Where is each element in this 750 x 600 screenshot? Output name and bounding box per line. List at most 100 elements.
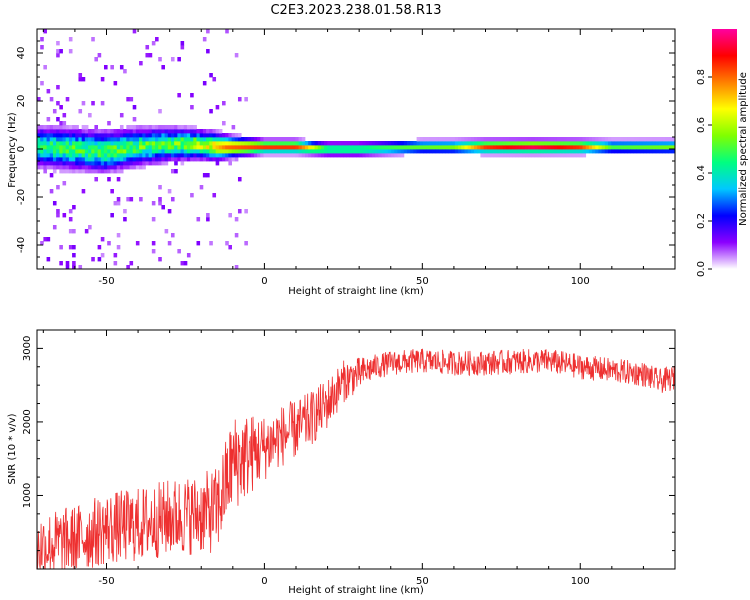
heatmap-cell: [103, 137, 108, 142]
heatmap-cell: [107, 169, 111, 174]
heatmap-cell: [52, 153, 57, 158]
heatmap-cell: [569, 141, 574, 146]
heatmap-cell: [145, 129, 150, 134]
heatmap-cell: [113, 161, 118, 166]
heatmap-cell: [91, 129, 95, 134]
heatmap-cell: [116, 165, 121, 170]
heatmap-cell: [167, 145, 172, 150]
heatmap-cell: [62, 165, 67, 170]
heatmap-cell: [407, 141, 411, 146]
heatmap-cell: [234, 141, 239, 146]
heatmap-cell: [72, 125, 76, 130]
heatmap-cell: [595, 141, 599, 146]
heatmap-cell: [158, 197, 162, 202]
heatmap-cell: [384, 141, 389, 146]
heatmap-cell: [623, 141, 628, 146]
heatmap-cell: [333, 141, 338, 146]
heatmap-cell: [512, 141, 516, 146]
heatmap-cell: [174, 145, 178, 150]
heatmap-cell: [202, 153, 207, 158]
heatmap-cell: [314, 149, 319, 154]
heatmap-cell: [474, 137, 478, 142]
heatmap-cell: [190, 125, 194, 130]
heatmap-cell: [480, 141, 484, 146]
heatmap-cell: [384, 149, 389, 154]
heatmap-cell: [158, 133, 162, 138]
heatmap-cell: [196, 153, 201, 158]
heatmap-cell: [486, 141, 491, 146]
heatmap-cell: [627, 137, 631, 142]
heatmap-cell: [129, 137, 134, 142]
heatmap-cell: [279, 137, 284, 142]
heatmap-cell: [212, 141, 217, 146]
heatmap-cell: [202, 81, 207, 86]
heatmap-cell: [107, 133, 111, 138]
heatmap-cell: [665, 141, 670, 146]
heatmap-cell: [273, 145, 277, 150]
heatmap-cell: [56, 85, 60, 90]
heatmap-cell: [480, 149, 484, 154]
heatmap-cell: [56, 141, 60, 146]
heatmap-cell: [167, 241, 172, 246]
heatmap-cell: [88, 145, 92, 150]
heatmap-cell: [59, 145, 63, 150]
heatmap-cell: [304, 149, 309, 154]
heatmap-cell: [518, 145, 523, 150]
heatmap-cell: [311, 145, 315, 150]
heatmap-cell: [148, 133, 153, 138]
heatmap-cell: [244, 145, 248, 150]
colorbar-tick-label: 0.4: [696, 165, 707, 181]
heatmap-cell: [186, 153, 191, 158]
heatmap-cell: [164, 129, 169, 134]
heatmap-cell: [151, 241, 156, 246]
heatmap-cell: [234, 265, 239, 270]
heatmap-cell: [614, 149, 618, 154]
heatmap-cell: [218, 141, 223, 146]
heatmap-cell: [636, 149, 641, 154]
heatmap-cell: [652, 141, 657, 146]
heatmap-cell: [566, 141, 571, 146]
heatmap-cell: [161, 161, 165, 166]
heatmap-cell: [100, 133, 105, 138]
heatmap-cell: [40, 125, 44, 130]
heatmap-cell: [477, 141, 481, 146]
heatmap-cell: [135, 161, 140, 166]
heatmap-cell: [371, 141, 376, 146]
heatmap-cell: [174, 129, 178, 134]
heatmap-cell: [467, 137, 472, 142]
heatmap-cell: [94, 145, 99, 150]
heatmap-cell: [601, 145, 606, 150]
heatmap-cell: [237, 209, 242, 214]
heatmap-cell: [174, 133, 178, 138]
heatmap-cell: [429, 149, 433, 154]
heatmap-cell: [196, 145, 201, 150]
heatmap-cell: [241, 137, 245, 142]
heatmap-cell: [78, 165, 83, 170]
heatmap-cell: [177, 129, 181, 134]
heatmap-cell: [52, 157, 57, 162]
heatmap-cell: [356, 145, 360, 150]
heatmap-cell: [598, 137, 603, 142]
heatmap-cell: [225, 241, 229, 246]
heatmap-cell: [359, 153, 363, 158]
heatmap-cell: [461, 137, 465, 142]
heatmap-cell: [282, 145, 287, 150]
heatmap-cell: [400, 149, 405, 154]
heatmap-cell: [91, 141, 95, 146]
heatmap-cell: [458, 145, 462, 150]
heatmap-cell: [553, 149, 558, 154]
heatmap-cell: [400, 153, 405, 158]
heatmap-cell: [139, 153, 143, 158]
heatmap-cell: [228, 141, 232, 146]
heatmap-cell: [190, 133, 194, 138]
heatmap-cell: [556, 141, 561, 146]
heatmap-cell: [56, 49, 60, 54]
heatmap-cell: [170, 233, 175, 238]
heatmap-cell: [37, 137, 41, 142]
heatmap-cell: [505, 145, 510, 150]
colorbar-tick-label: 0.6: [696, 117, 707, 133]
heatmap-cell: [218, 137, 223, 142]
heatmap-cell: [244, 149, 248, 154]
heatmap-cell: [88, 161, 92, 166]
